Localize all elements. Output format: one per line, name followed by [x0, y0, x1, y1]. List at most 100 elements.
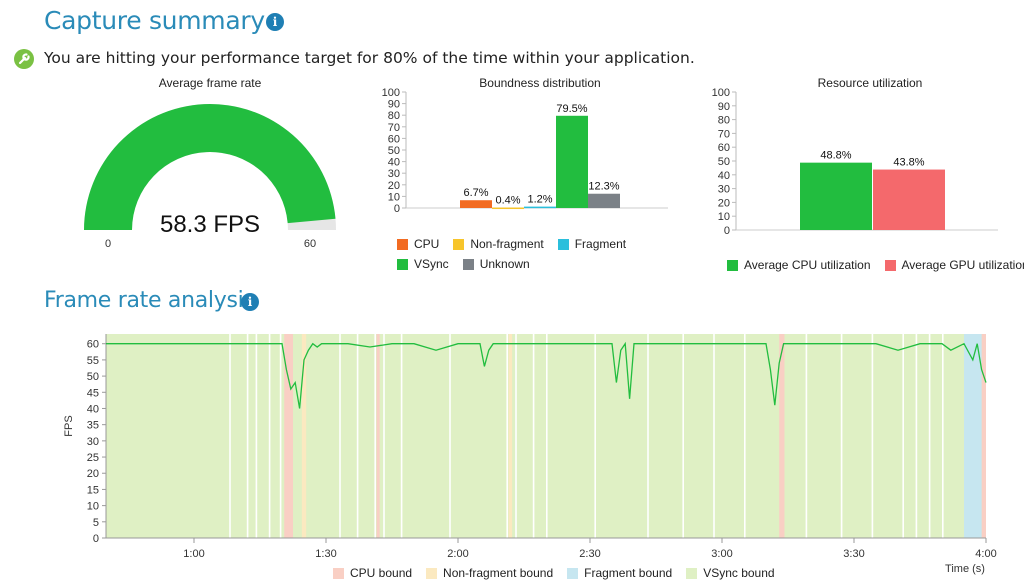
bar-non-fragment[interactable] — [492, 207, 524, 210]
legend-label: Average CPU utilization — [744, 258, 871, 272]
boundness-legend: CPU Non-fragment Fragment VSync Unknown — [397, 237, 697, 271]
wrench-icon — [14, 49, 34, 69]
legend-item-cpu[interactable]: CPU — [397, 237, 439, 251]
legend-item-average-gpu-utilization[interactable]: Average GPU utilization — [884, 258, 1024, 272]
band-gap — [383, 334, 385, 538]
y-tick-label: 0 — [394, 203, 400, 215]
y-tick-label: 0 — [724, 225, 730, 237]
band-gap — [246, 334, 249, 538]
bound-band — [301, 334, 307, 538]
gauge-fill — [84, 104, 336, 230]
legend-item-unknown[interactable]: Unknown — [462, 257, 530, 271]
legend-item-fragment-bound[interactable]: Fragment bound — [567, 566, 672, 580]
legend-label: Fragment — [574, 237, 627, 251]
bar-vsync[interactable] — [556, 115, 588, 208]
legend-item-vsync-bound[interactable]: VSync bound — [686, 566, 775, 580]
bar-unknown[interactable] — [588, 193, 620, 208]
y-tick-label: 10 — [388, 191, 400, 203]
band-gap — [744, 334, 746, 538]
band-gap — [268, 334, 271, 538]
band-gap — [279, 334, 282, 538]
y-tick-label: 25 — [87, 452, 99, 464]
frame-rate-legend: CPU bound Non-fragment bound Fragment boun… — [333, 566, 789, 580]
x-tick-label: 3:00 — [711, 548, 732, 560]
x-tick-label: 3:30 — [843, 548, 864, 560]
y-tick-label: 10 — [87, 501, 99, 513]
band-gap — [506, 334, 508, 538]
legend-item-cpu-bound[interactable]: CPU bound — [333, 566, 412, 580]
x-tick-label: 1:00 — [183, 548, 204, 560]
y-tick-label: 60 — [87, 339, 99, 351]
y-tick-label: 30 — [718, 184, 730, 196]
y-tick-label: 20 — [87, 468, 99, 480]
legend-item-non-fragment-bound[interactable]: Non-fragment bound — [426, 566, 553, 580]
y-tick-label: 45 — [87, 387, 99, 399]
legend-swatch — [453, 238, 465, 250]
legend-label: Fragment bound — [584, 566, 673, 580]
legend-swatch — [557, 238, 569, 250]
info-icon[interactable]: i — [241, 293, 259, 311]
frame-rate-analysis-title: Frame rate analysis — [44, 288, 255, 313]
gauge-value: 58.3 FPS — [160, 211, 260, 238]
legend-item-non-fragment[interactable]: Non-fragment — [453, 237, 544, 251]
legend-label: CPU bound — [350, 566, 413, 580]
band-gap — [339, 334, 341, 538]
y-tick-label: 55 — [87, 355, 99, 367]
bar-cpu[interactable] — [460, 200, 492, 208]
legend-swatch — [727, 259, 738, 271]
y-tick-label: 50 — [718, 156, 730, 168]
band-gap — [682, 334, 684, 538]
x-tick-label: 2:00 — [447, 548, 468, 560]
bar-average-cpu-utilization[interactable] — [800, 162, 872, 230]
legend-label: Non-fragment bound — [443, 566, 554, 580]
bar-fragment[interactable] — [524, 206, 556, 209]
info-icon[interactable]: i — [266, 13, 284, 31]
y-tick-label: 20 — [388, 180, 400, 192]
y-tick-label: 100 — [712, 87, 730, 99]
band-gap — [840, 334, 843, 538]
resource-title: Resource utilization — [817, 76, 923, 90]
y-tick-label: 70 — [388, 122, 400, 134]
bound-band — [981, 334, 986, 538]
legend-label: Unknown — [479, 257, 530, 271]
y-tick-label: 30 — [388, 168, 400, 180]
legend-item-vsync[interactable]: VSync — [397, 257, 449, 271]
legend-swatch — [333, 567, 344, 579]
fps-line — [106, 341, 987, 409]
band-gap — [902, 334, 904, 538]
legend-label: Non-fragment — [470, 237, 544, 251]
gauge-max-label: 60 — [304, 238, 316, 250]
y-tick-label: 10 — [718, 211, 730, 223]
band-gap — [229, 334, 231, 538]
legend-label: VSync bound — [703, 566, 775, 580]
bar-value-label: 12.3% — [588, 181, 619, 193]
band-gap — [713, 334, 715, 538]
y-tick-label: 50 — [388, 145, 400, 157]
bar-value-label: 43.8% — [893, 157, 924, 169]
x-tick-label: 4:00 — [975, 548, 996, 560]
band-gap — [942, 334, 944, 538]
y-tick-label: 80 — [718, 115, 730, 127]
legend-item-fragment[interactable]: Fragment — [557, 237, 627, 251]
bar-value-label: 1.2% — [527, 194, 552, 206]
bound-band — [284, 334, 293, 538]
band-gap — [928, 334, 931, 538]
y-tick-label: 90 — [718, 101, 730, 113]
frame-rate-chart: 0 5 10 15 20 25 30 35 40 45 50 55 60 1:00 1:30 2:00 2:30… — [63, 334, 997, 575]
bar-value-label: 0.4% — [495, 195, 520, 207]
legend-swatch — [567, 567, 579, 579]
legend-swatch — [884, 259, 896, 271]
bar-average-gpu-utilization[interactable] — [873, 169, 945, 230]
legend-label: VSync — [414, 257, 449, 271]
y-tick-label: 60 — [718, 142, 730, 154]
band-gap — [871, 334, 874, 538]
x-tick-label: 2:30 — [579, 548, 600, 560]
legend-item-average-cpu-utilization[interactable]: Average CPU utilization — [727, 258, 871, 272]
y-tick-label: 30 — [87, 436, 99, 448]
legend-swatch — [397, 238, 408, 250]
bound-band — [508, 334, 513, 538]
performance-target-message: You are hitting your performance target … — [44, 49, 695, 67]
y-tick-label: 0 — [93, 533, 99, 545]
y-tick-label: 40 — [388, 157, 400, 169]
